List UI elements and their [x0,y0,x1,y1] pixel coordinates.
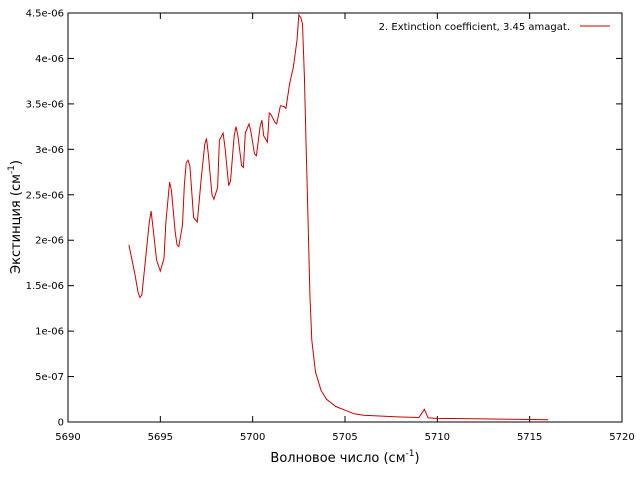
legend-label: 2. Extinction coefficient, 3.45 amagat. [379,22,570,33]
x-tick-label: 5700 [240,432,265,443]
legend: 2. Extinction coefficient, 3.45 amagat. [379,22,610,33]
y-tick-label: 1e-06 [35,327,64,338]
y-tick-label: 2.5e-06 [26,190,64,201]
y-tick-label: 3.5e-06 [26,99,64,110]
y-tick-label: 4.5e-06 [26,9,64,20]
x-tick-label: 5720 [609,432,634,443]
y-tick-label: 3e-06 [35,145,64,156]
axis-ticks: 5690 5695 5700 5705 5710 5715 5720 0 5e-07 1e-06 1… [26,9,635,444]
x-tick-label: 5715 [517,432,542,443]
series-line-extinction [128,13,549,421]
x-tick-label: 5690 [55,432,80,443]
x-tick-label: 5695 [148,432,173,443]
y-tick-label: 2e-06 [35,236,64,247]
x-tick-label: 5710 [425,432,450,443]
y-tick-label: 0 [58,418,64,429]
y-axis-label: Экстинция (см-1) [7,160,24,274]
x-axis-label: Волновое число (см-1) [270,449,419,466]
y-tick-label: 5e-07 [35,372,64,383]
y-tick-label: 4e-06 [35,54,64,65]
plot-area-border [67,12,623,423]
x-tick-label: 5705 [332,432,357,443]
y-tick-label: 1.5e-06 [26,281,64,292]
